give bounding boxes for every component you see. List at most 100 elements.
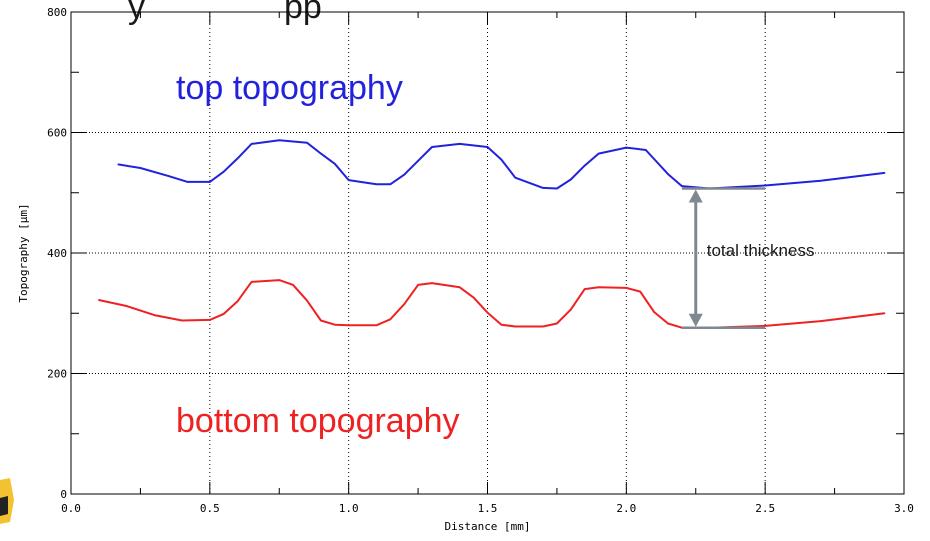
x-tick-label: 2.0 [616,502,636,515]
top-topography-point [514,176,517,179]
top-topography-line [118,139,885,190]
bottom-topography-point [486,311,489,314]
x-tick-label: 1.5 [478,502,498,515]
top-topography-point [583,164,586,167]
top-topography-point [597,152,600,155]
bottom-topography-point [570,308,572,311]
top-topography-point [375,183,378,186]
top-topography-point [556,187,558,190]
top-topography-point [653,158,655,160]
bottom-topography-point [556,322,558,325]
bottom-topography-point [417,284,419,286]
top-topography-point [625,146,628,149]
bottom-topography-point [514,325,517,328]
bottom-topography-point [458,286,461,289]
bottom-topography-point [153,314,156,316]
top-topography-point [320,152,322,155]
bottom-topography-point [431,282,433,284]
top-topography-point [236,157,239,160]
top-topography-point [167,175,169,177]
header-fragment-right: pp [284,0,322,26]
bottom-topography-point [320,319,322,322]
bottom-topography-point [883,312,886,315]
y-tick-label: 400 [47,247,67,260]
top-topography-point [570,178,572,181]
y-tick-label: 800 [47,6,67,19]
bottom-topography-point [542,325,544,328]
top-topography-point [186,181,189,183]
top-topography-point [306,141,308,144]
y-axis-label: Topography [µm] [17,203,30,302]
bottom-topography-point [250,281,253,283]
bottom-topography-point [583,288,586,290]
bottom-topography-point [597,286,600,289]
top-topography-point [278,139,281,142]
top-topography-point [667,173,669,175]
total-thickness-label: total thickness [707,241,815,260]
top-topography-label: top topography [176,69,403,107]
bottom-topography-point [334,323,336,326]
bottom-topography-label: bottom topography [176,402,460,440]
x-axis-label: Distance [mm] [444,520,530,533]
bottom-topography-point [667,322,669,325]
axis-ticks: 0.0 0.5 1.0 1.5 2.0 2.5 3.0 0 200 400 600 800 [47,6,914,515]
top-topography-point [403,173,406,176]
top-topography-point [645,149,647,151]
bottom-topography-point [222,313,225,315]
top-topography-point [139,167,142,169]
bottom-topography-point [278,279,281,281]
top-topography-point [500,158,503,161]
bottom-topography-point [639,290,641,293]
top-topography-point [681,185,683,187]
bottom-topography-point [653,311,655,313]
bottom-topography-point [306,299,308,302]
thickness-arrow-head-down [688,313,703,327]
x-tick-label: 0.0 [61,502,81,515]
top-topography-point [117,163,119,166]
bottom-topography-point [98,299,100,301]
bottom-topography-point [347,324,350,327]
logo-fragment-icon [0,478,14,524]
top-topography-point [250,143,253,145]
bottom-topography-line [98,279,885,329]
bottom-topography-point [125,305,128,307]
x-tick-label: 3.0 [894,502,914,515]
top-topography-point [819,179,822,182]
bottom-topography-point [375,324,378,327]
bottom-topography-point [389,318,392,321]
header-fragment-left: y [128,0,145,26]
bottom-topography-point [472,296,475,299]
top-topography-point [347,179,350,181]
thickness-arrow-head-up [688,189,703,203]
top-topography-point [458,143,461,145]
bottom-topography-point [625,287,628,289]
bottom-topography-point [403,303,406,306]
top-topography-point [542,187,544,189]
bottom-topography-point [209,319,211,321]
bottom-topography-point [236,300,239,303]
top-topography-point [209,181,211,183]
y-tick-label: 200 [47,368,67,381]
top-topography-point [431,146,433,148]
grid-lines [71,12,904,494]
bottom-topography-point [819,320,822,322]
top-topography-point [486,146,489,148]
y-tick-label: 0 [60,488,67,501]
top-topography-point [222,170,225,173]
x-tick-label: 0.5 [200,502,220,515]
bottom-topography-point [764,325,766,327]
bottom-topography-point [500,323,503,326]
bottom-topography-point [181,319,183,322]
top-topography-point [883,172,886,174]
x-tick-label: 1.0 [339,502,359,515]
bottom-topography-point [292,284,294,286]
top-topography-point [764,184,766,187]
top-topography-point [334,163,336,165]
top-topography-point [389,183,392,186]
series-layer [98,139,886,329]
y-tick-label: 600 [47,127,67,140]
x-tick-label: 2.5 [755,502,775,515]
thickness-annotation [681,187,766,329]
top-topography-point [417,160,419,162]
